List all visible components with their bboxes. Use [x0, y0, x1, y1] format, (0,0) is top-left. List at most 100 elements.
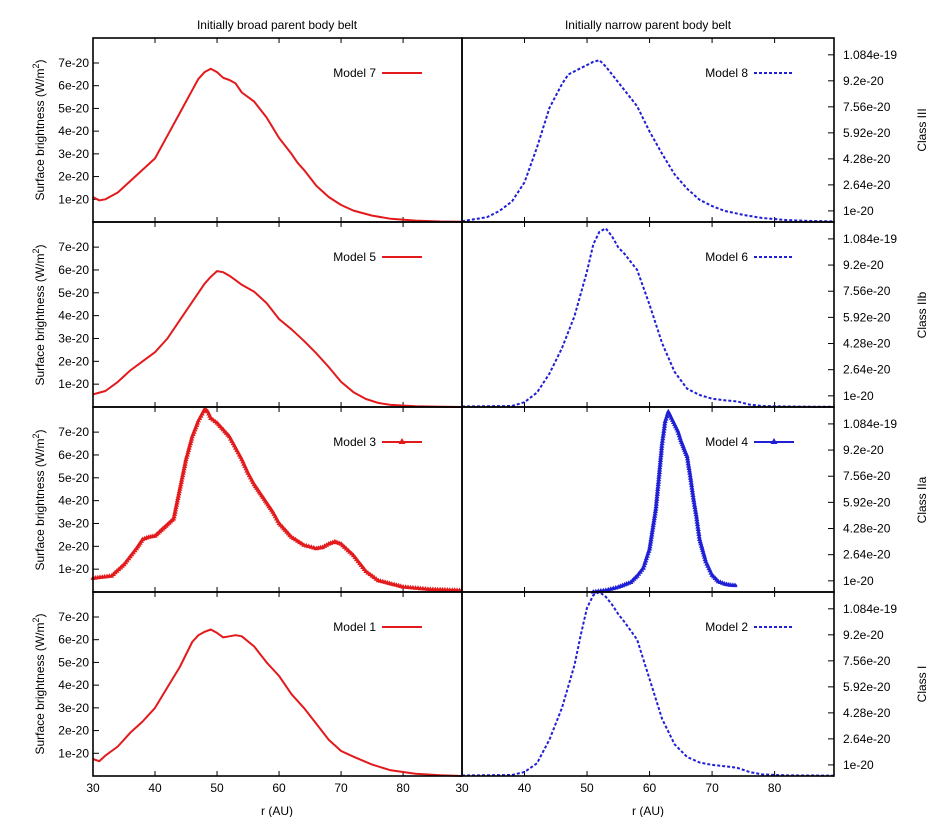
panel-frame	[92, 221, 463, 408]
x-tick-label: 40	[518, 781, 532, 795]
row-label-class-iia: Class IIa	[915, 476, 926, 523]
data-point	[653, 498, 660, 504]
column-title-broad: Initially broad parent body belt	[197, 18, 358, 32]
legend-label: Model 6	[705, 250, 748, 264]
y-tick-label: 1.084e-19	[843, 417, 897, 431]
y-tick-label: 3e-20	[58, 701, 89, 715]
data-point	[689, 482, 695, 488]
x-tick-label: 50	[210, 781, 224, 795]
y-tick-label: 2e-20	[58, 170, 89, 184]
data-point	[660, 435, 666, 441]
y-tick-label: 1.084e-19	[843, 602, 897, 616]
data-point	[686, 465, 692, 470]
panel-frame	[92, 591, 463, 777]
legend-label: Model 4	[705, 435, 748, 449]
data-point	[689, 485, 695, 490]
y-tick-label: 5e-20	[58, 471, 89, 485]
data-point	[694, 519, 700, 524]
data-point	[692, 504, 698, 510]
y-tick-label: 5e-20	[58, 286, 89, 300]
data-point	[657, 459, 663, 465]
column-title-narrow: Initially narrow parent body belt	[565, 18, 732, 32]
y-tick-label: 7e-20	[58, 425, 89, 439]
series-line	[92, 628, 463, 777]
y-tick-label: 1.084e-19	[843, 48, 897, 62]
data-point	[661, 425, 667, 431]
y-axis-label-sup: 2	[31, 433, 41, 438]
y-tick-label: 4e-20	[58, 124, 89, 138]
panel-model-5: 1e-20 2e-20 3e-20 4e-20 5e-20 6e-20 7e-20 Model…	[58, 221, 463, 408]
y-axis-label-close: )	[33, 244, 47, 248]
y-tick-label: 7e-20	[58, 56, 89, 70]
y-axis-label-main: Surface brightness (W/m	[33, 68, 47, 200]
y-tick-label: 5.92e-20	[843, 495, 891, 509]
data-point	[657, 457, 664, 462]
data-point	[649, 527, 656, 532]
y-tick-label: 7.56e-20	[843, 469, 891, 483]
y-axis-label: Surface brightness (W/m2)	[31, 429, 47, 570]
x-tick-label: 30	[455, 781, 469, 795]
row-label-class-iib: Class IIb	[915, 291, 926, 338]
data-point	[179, 477, 185, 482]
y-axis-label-sup: 2	[31, 248, 41, 253]
data-point	[696, 533, 702, 539]
y-tick-label: 4.28e-20	[843, 152, 891, 166]
y-axis-label-main: Surface brightness (W/m	[33, 253, 47, 385]
data-point	[657, 462, 663, 467]
panel-frame	[92, 37, 463, 223]
data-point	[640, 565, 646, 570]
y-axis-label-close: )	[33, 613, 47, 617]
data-point	[688, 477, 694, 483]
data-point	[642, 560, 648, 565]
y-tick-label: 2.64e-20	[843, 732, 891, 746]
data-point	[659, 443, 665, 448]
series-line	[92, 270, 463, 408]
y-axis-label-close: )	[33, 59, 47, 63]
data-point	[659, 445, 665, 451]
data-point	[694, 516, 700, 522]
data-point	[691, 502, 698, 507]
data-point	[662, 418, 668, 423]
data-point	[661, 423, 668, 428]
data-point	[689, 487, 695, 493]
data-point	[658, 447, 664, 453]
data-point	[654, 496, 660, 501]
data-point	[655, 486, 661, 491]
y-tick-label: 4e-20	[58, 309, 89, 323]
data-point	[659, 438, 665, 443]
y-tick-label: 5.92e-20	[843, 310, 891, 324]
data-point	[200, 408, 206, 414]
y-tick-label: 3e-20	[58, 147, 89, 161]
series-line	[92, 67, 463, 223]
data-point	[686, 463, 692, 468]
data-point	[658, 455, 664, 460]
data-point	[660, 430, 667, 436]
data-point	[193, 424, 199, 430]
series-line	[461, 591, 835, 777]
data-point	[644, 553, 650, 558]
x-tick-label: 80	[396, 781, 410, 795]
legend-label: Model 1	[333, 620, 376, 634]
data-point	[692, 506, 698, 512]
data-point	[702, 554, 708, 559]
data-point	[687, 475, 694, 480]
data-point	[658, 450, 664, 455]
y-axis-labels-left: Surface brightness (W/m2) Surface bright…	[31, 59, 47, 754]
legend-label: Model 3	[333, 435, 376, 449]
data-point	[648, 536, 654, 542]
y-axis-label: Surface brightness (W/m2)	[31, 613, 47, 754]
y-tick-label: 5.92e-20	[843, 126, 891, 140]
series-line	[92, 408, 463, 592]
y-tick-label: 2.64e-20	[843, 548, 891, 562]
y-tick-label: 4e-20	[58, 494, 89, 508]
data-point	[653, 506, 659, 511]
y-tick-label: 7.56e-20	[843, 284, 891, 298]
y-tick-label: 1e-20	[843, 204, 874, 218]
y-tick-label: 7.56e-20	[843, 100, 891, 114]
data-point	[685, 458, 691, 463]
data-point	[651, 515, 657, 521]
data-point	[654, 491, 660, 496]
data-point	[172, 509, 178, 514]
y-tick-label: 4.28e-20	[843, 706, 891, 720]
panel-model-7: 1e-20 2e-20 3e-20 4e-20 5e-20 6e-20 7e-20 Model…	[58, 37, 463, 223]
